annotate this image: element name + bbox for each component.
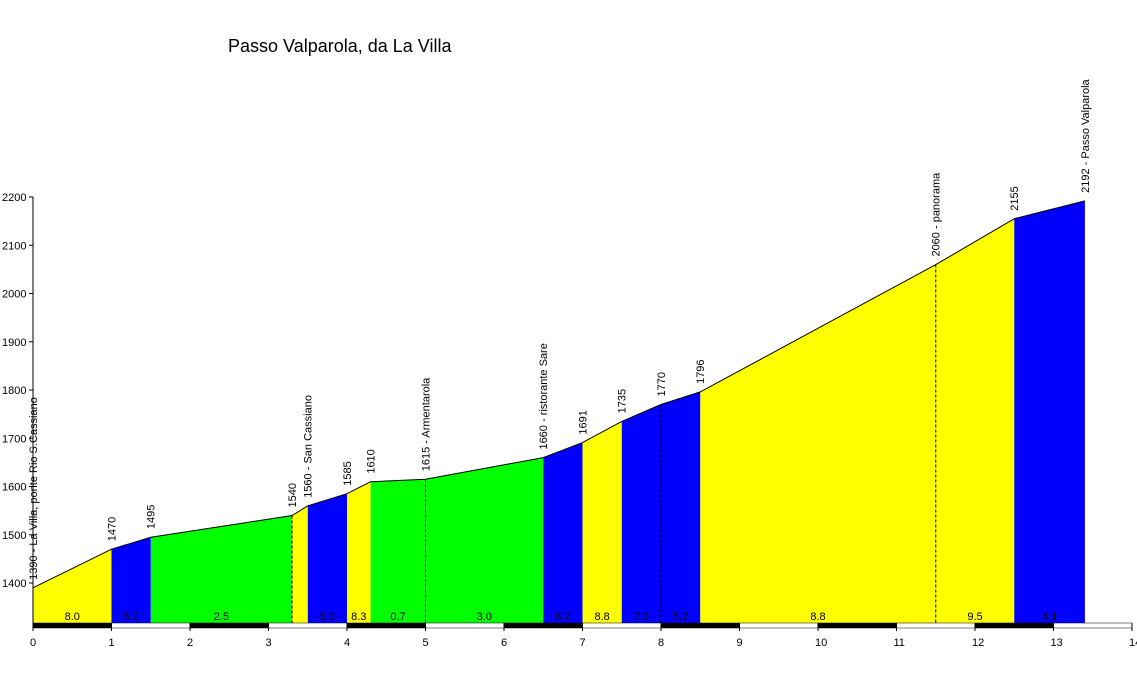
km-bar-10 xyxy=(817,622,897,629)
waypoint-label-7: 1615 - Armentarola xyxy=(421,377,433,471)
segment-area-11 xyxy=(661,391,701,623)
gradient-label-10: 7.0 xyxy=(634,611,649,623)
waypoint-labels: 1390 - La Villa, ponte Rio S.Cassiano 147… xyxy=(28,78,1092,579)
gradient-label-8: 6.2 xyxy=(555,611,570,623)
km-bar-8 xyxy=(660,622,740,629)
x-tick-label-2: 2 xyxy=(187,637,193,649)
x-tick-label-6: 6 xyxy=(501,637,507,649)
y-tick-label-3: 1700 xyxy=(2,433,26,445)
x-tick-label-9: 9 xyxy=(737,637,743,649)
gradient-label-9: 8.8 xyxy=(594,611,609,623)
gradient-label-7: 3.0 xyxy=(477,611,492,623)
km-bar-2 xyxy=(189,622,269,629)
km-bar-9 xyxy=(739,622,819,629)
km-bar-13 xyxy=(1053,622,1133,629)
km-bar-6 xyxy=(503,622,583,629)
gradient-label-1: 5.0 xyxy=(123,611,138,623)
gradient-label-5: 8.3 xyxy=(351,611,366,623)
x-axis: 01234567891011121314 xyxy=(30,622,1137,649)
waypoint-label-1: 1470 xyxy=(107,517,119,541)
waypoint-label-2: 1495 xyxy=(146,505,158,529)
gradient-label-11: 5.2 xyxy=(673,611,688,623)
y-tick-label-8: 2200 xyxy=(2,192,26,204)
km-bar-0 xyxy=(32,622,112,629)
x-tick-label-10: 10 xyxy=(815,637,827,649)
gradient-label-14: 4.1 xyxy=(1042,611,1057,623)
segment-area-5 xyxy=(347,481,371,623)
x-tick-label-12: 12 xyxy=(972,637,984,649)
waypoint-label-15: 2192 - Passo Valparola xyxy=(1080,78,1092,192)
km-bar-11 xyxy=(896,622,976,629)
km-bar-4 xyxy=(346,622,426,629)
km-bar-12 xyxy=(974,622,1054,629)
segment-area-12 xyxy=(700,264,936,623)
waypoint-label-5: 1585 xyxy=(342,461,354,485)
x-tick-label-1: 1 xyxy=(109,637,115,649)
segment-area-13 xyxy=(935,218,1015,623)
x-tick-label-3: 3 xyxy=(266,637,272,649)
gradient-label-6: 0.7 xyxy=(390,611,405,623)
segment-area-4 xyxy=(307,493,347,623)
segment-area-3 xyxy=(292,505,308,623)
km-bar-1 xyxy=(111,622,191,629)
x-tick-label-13: 13 xyxy=(1051,637,1063,649)
y-tick-label-0: 1400 xyxy=(2,578,26,590)
gradient-label-12: 8.8 xyxy=(810,611,825,623)
segment-area-2 xyxy=(150,515,293,623)
y-tick-label-6: 2000 xyxy=(2,289,26,301)
segment-area-6 xyxy=(370,479,426,623)
gradient-label-4: 5.0 xyxy=(320,611,335,623)
y-tick-label-4: 1800 xyxy=(2,385,26,397)
gradient-label-0: 8.0 xyxy=(65,611,80,623)
y-tick-label-1: 1500 xyxy=(2,530,26,542)
waypoint-label-14: 2155 xyxy=(1009,186,1021,210)
segment-area-14 xyxy=(1014,200,1085,623)
segment-area-9 xyxy=(582,421,622,623)
y-tick-label-5: 1900 xyxy=(2,337,26,349)
km-bar-7 xyxy=(582,622,662,629)
y-tick-label-2: 1600 xyxy=(2,482,26,494)
x-tick-label-8: 8 xyxy=(658,637,664,649)
waypoint-label-9: 1691 xyxy=(578,410,590,434)
y-tick-label-7: 2100 xyxy=(2,240,26,252)
km-bar-5 xyxy=(425,622,505,629)
gradient-labels: 8.0 5.0 2.5 5.0 8.3 0.7 3.0 6.2 8.8 7.0 5.2 8.8 9.5 4… xyxy=(65,611,1058,623)
segment-area-8 xyxy=(543,442,583,623)
gradient-label-2: 2.5 xyxy=(214,611,229,623)
waypoint-label-12: 1796 xyxy=(695,359,707,383)
x-tick-label-0: 0 xyxy=(30,637,36,649)
x-tick-label-14: 14 xyxy=(1129,637,1137,649)
segment-area-1 xyxy=(111,537,151,623)
y-axis: 1400 1500 1600 1700 1800 1900 2000 2100 2200 xyxy=(2,192,34,623)
dashed-markers xyxy=(291,264,937,623)
x-tick-label-4: 4 xyxy=(344,637,350,649)
waypoint-label-11: 1770 xyxy=(656,372,668,396)
segment-area-7 xyxy=(425,457,544,623)
waypoint-label-8: 1660 - ristorante Sare xyxy=(538,343,550,449)
km-bar-3 xyxy=(268,622,348,629)
chart-title: Passo Valparola, da La Villa xyxy=(228,36,452,56)
waypoint-label-0: 1390 - La Villa, ponte Rio S.Cassiano xyxy=(28,397,40,580)
waypoint-label-6: 1610 xyxy=(366,449,378,473)
profile-areas xyxy=(33,200,1085,623)
segment-area-0 xyxy=(33,549,112,623)
waypoint-label-13: 2060 - panorama xyxy=(931,172,943,257)
segment-area-10 xyxy=(621,404,661,623)
profile-line xyxy=(32,200,1086,589)
x-tick-label-5: 5 xyxy=(423,637,429,649)
x-tick-label-11: 11 xyxy=(894,637,905,649)
x-tick-label-7: 7 xyxy=(580,637,586,649)
profile-outline xyxy=(32,200,1086,589)
waypoint-label-10: 1735 xyxy=(617,389,629,413)
gradient-label-13: 9.5 xyxy=(967,611,982,623)
waypoint-label-3: 1540 xyxy=(287,483,299,507)
waypoint-label-4: 1560 - San Cassiano xyxy=(303,395,315,498)
